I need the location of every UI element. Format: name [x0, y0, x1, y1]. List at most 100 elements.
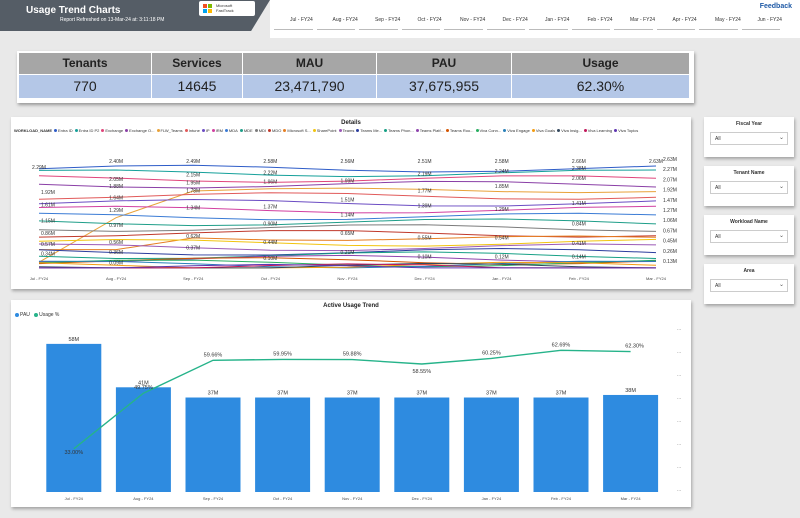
month-chip[interactable]: May - FY24 [715, 17, 741, 23]
pau-bar[interactable] [394, 397, 450, 492]
details-series-line[interactable] [38, 238, 657, 247]
pau-bar[interactable] [324, 397, 380, 492]
legend-item[interactable]: Viva Conn... [475, 128, 501, 133]
month-chip[interactable]: Feb - FY24 [587, 17, 613, 23]
usage-percent-line[interactable] [73, 349, 631, 450]
month-chip[interactable]: Jan - FY24 [545, 17, 570, 23]
month-chip[interactable]: Dec - FY24 [502, 17, 528, 23]
details-point-label: 0.36M [109, 250, 123, 256]
legend-item[interactable]: Exchange O... [125, 128, 155, 133]
workload-name-slicer: Workload Name All ⌄ [704, 215, 794, 255]
details-series-line[interactable] [38, 218, 657, 227]
details-series-line[interactable] [38, 164, 657, 173]
pau-bar[interactable] [46, 343, 102, 492]
details-series-line[interactable] [38, 224, 657, 232]
legend-item[interactable]: MDO [268, 128, 281, 133]
details-point-label: 1.41M [572, 201, 586, 207]
legend-item[interactable]: Viva Topics [614, 128, 638, 133]
trend-right-tick: ... [677, 418, 681, 424]
details-series-line[interactable] [39, 235, 657, 251]
legend-item[interactable]: Teams Me... [356, 128, 382, 133]
legend-item[interactable]: Viva Engage [503, 128, 530, 133]
details-point-label: 1.95M [186, 181, 200, 187]
details-series-line[interactable] [39, 263, 656, 269]
legend-item-label: Viva Topics [618, 128, 639, 133]
workload-name-value: All [715, 234, 721, 240]
workload-name-dropdown[interactable]: All ⌄ [710, 230, 788, 243]
month-chip[interactable]: Aug - FY24 [332, 17, 358, 23]
details-top-label: 2.56M [341, 159, 355, 165]
legend-item[interactable]: Intune [184, 128, 200, 133]
pau-bar[interactable] [603, 394, 659, 492]
details-title: Details [341, 120, 361, 126]
usage-point-label: 49.75% [134, 385, 153, 391]
details-series-line[interactable] [38, 212, 657, 221]
details-series-line[interactable] [38, 198, 657, 207]
legend-item[interactable]: IP [201, 128, 210, 133]
legend-item[interactable]: MDI [254, 128, 266, 133]
details-series-line[interactable] [38, 187, 657, 263]
legend-item[interactable]: Teams Phon... [384, 128, 414, 133]
feedback-link[interactable]: Feedback [759, 3, 792, 10]
legend-item[interactable]: Teams Platf... [415, 128, 444, 133]
fiscal-year-dropdown[interactable]: All ⌄ [710, 132, 788, 145]
details-point-label: 0.54M [495, 235, 509, 241]
month-chip[interactable]: Oct - FY24 [417, 17, 442, 23]
area-dropdown[interactable]: All ⌄ [710, 279, 788, 292]
details-chart-card: Details WORKLOAD_NAME Entra ID Entra ID P2… [11, 117, 691, 289]
legend-item[interactable]: Entra ID [54, 128, 73, 133]
legend-item[interactable]: MDE [239, 128, 253, 133]
legend-dot [415, 129, 419, 133]
details-series-line[interactable] [38, 205, 657, 214]
details-point-label: 1.51M [341, 198, 355, 204]
details-point-label: 0.10M [263, 256, 277, 262]
details-series-line[interactable] [38, 261, 657, 269]
pau-bar[interactable] [463, 397, 519, 492]
trend-right-tick: ... [677, 487, 681, 493]
legend-item[interactable]: IRM [211, 128, 223, 133]
pau-bar-label: 58M [68, 337, 79, 343]
month-chip[interactable]: Jul - FY24 [290, 17, 313, 23]
details-series-line[interactable] [38, 243, 657, 252]
legend-item[interactable]: Exchange [101, 128, 123, 133]
details-series-line[interactable] [38, 175, 657, 183]
month-chip[interactable]: Jun - FY24 [757, 17, 782, 23]
pau-bar[interactable] [255, 397, 311, 492]
details-top-label: 2.40M [109, 159, 123, 165]
usage-point-label: 59.88% [343, 352, 362, 358]
legend-item[interactable]: Entra ID P2 [74, 128, 99, 133]
legend-dot [531, 129, 535, 133]
usage-point-label: 59.95% [273, 351, 292, 357]
legend-item[interactable]: Viva Learning [583, 128, 612, 133]
legend-item[interactable]: Viva Insig... [557, 128, 582, 133]
legend-item[interactable]: MDA [224, 128, 238, 133]
tenant-name-dropdown[interactable]: All ⌄ [710, 181, 788, 194]
month-chip[interactable]: Sep - FY24 [375, 17, 401, 23]
details-series-line[interactable] [38, 192, 657, 200]
details-series-line[interactable] [38, 180, 657, 189]
details-x-tick: Jul - FY24 [30, 276, 49, 281]
details-end-label: 0.13M [663, 259, 677, 265]
pau-bar[interactable] [533, 397, 589, 492]
details-series-line[interactable] [38, 260, 657, 269]
month-chip-underline [571, 29, 610, 30]
details-series-line[interactable] [38, 251, 657, 260]
month-chip[interactable]: Apr - FY24 [672, 17, 697, 23]
details-point-label: 0.44M [263, 240, 277, 246]
legend-item-label: MDA [228, 128, 238, 133]
pau-bar[interactable] [115, 387, 171, 492]
legend-item[interactable]: Teams [338, 128, 354, 133]
details-series-line[interactable] [38, 169, 657, 178]
legend-item-label: Intune [188, 128, 200, 133]
legend-item[interactable]: Microsoft S... [283, 128, 311, 133]
details-top-label: 2.49M [186, 159, 200, 165]
month-chip[interactable]: Mar - FY24 [630, 17, 656, 23]
legend-item[interactable]: FLW_Teams [156, 128, 183, 133]
legend-item[interactable]: Viva Goals [531, 128, 555, 133]
legend-item[interactable]: SharePoint [312, 128, 337, 133]
pau-bar[interactable] [185, 397, 241, 492]
legend-item[interactable]: Teams Roo... [445, 128, 474, 133]
month-chip-underline [529, 29, 568, 30]
month-chip[interactable]: Nov - FY24 [460, 17, 486, 23]
kpi-header-pau: PAU [377, 53, 512, 74]
